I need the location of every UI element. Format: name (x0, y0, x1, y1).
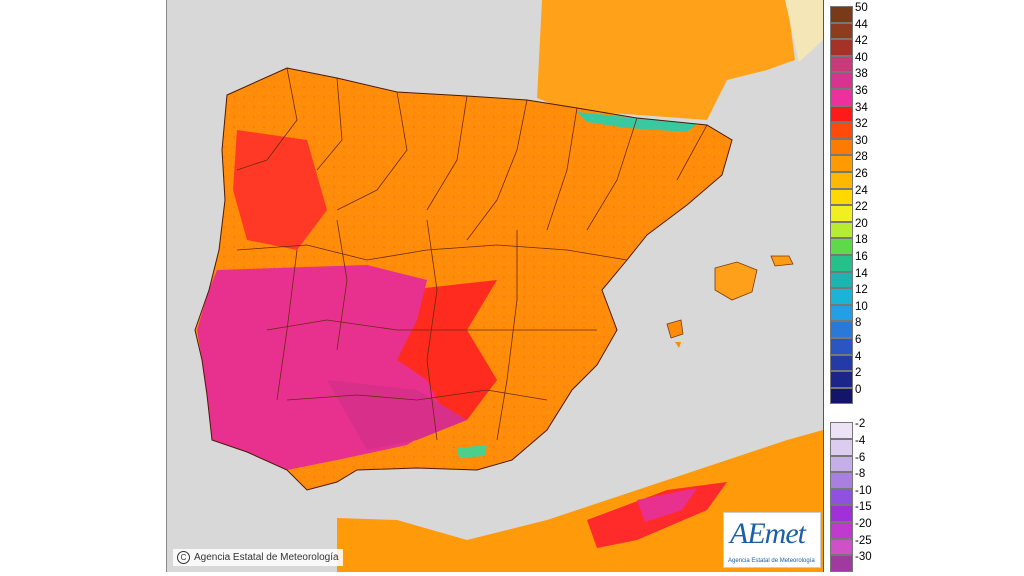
legend-swatch (830, 205, 853, 222)
color-legend: 50 44 42 40 38 36 34 32 30 28 26 24 22 20 18 16 14 12 10 8 6… (830, 2, 878, 572)
legend-label: -2 (855, 418, 866, 431)
legend-swatch (830, 371, 853, 388)
legend-label: -25 (855, 534, 872, 547)
legend-label: 6 (855, 334, 862, 346)
legend-label: -6 (855, 451, 866, 464)
logo-brand: AEmet (730, 517, 806, 550)
extreme-zone-guadalquivir (327, 380, 467, 450)
legend-label: 12 (855, 284, 868, 297)
temperature-map: C Agencia Estatal de Meteorología AEmet A… (166, 0, 824, 572)
legend-label: -20 (855, 518, 872, 530)
legend-label: 44 (855, 18, 868, 31)
menorca-island (770, 255, 794, 267)
legend-label: 8 (855, 317, 862, 330)
legend-label: 32 (855, 118, 868, 131)
legend-swatch (830, 387, 853, 405)
legend-swatch (830, 522, 853, 539)
legend-label: 18 (855, 234, 868, 247)
legend-label: 20 (855, 217, 868, 230)
france-region (537, 0, 795, 120)
legend-swatch (830, 304, 853, 322)
legend-label: 16 (855, 251, 868, 263)
legend-swatch (830, 439, 853, 456)
legend-label: -30 (855, 551, 872, 564)
north-africa-land (337, 430, 823, 572)
legend-swatch (830, 89, 853, 106)
legend-swatch (830, 338, 853, 355)
legend-label: 10 (855, 300, 868, 313)
legend-swatch (830, 422, 853, 439)
legend-label: 40 (855, 51, 868, 64)
legend-swatch (830, 221, 853, 239)
sierra-nevada-cool (457, 445, 487, 458)
pyrenees-cool-band (577, 112, 697, 132)
legend-swatch (830, 488, 853, 506)
legend-label: -15 (855, 501, 872, 514)
legend-swatch (830, 72, 853, 89)
legend-label: 26 (855, 168, 868, 180)
legend-swatch (830, 321, 853, 338)
legend-swatch (830, 6, 853, 23)
ibiza-island (666, 319, 684, 339)
legend-swatch (830, 238, 853, 255)
legend-label: 34 (855, 101, 868, 114)
copyright-notice: C Agencia Estatal de Meteorología (173, 549, 343, 566)
legend-label: 2 (855, 367, 862, 380)
province-borders (236, 67, 708, 441)
legend-label: 4 (855, 350, 862, 363)
legend-label: 28 (855, 151, 868, 164)
legend-swatch (830, 55, 853, 73)
legend-swatch (830, 138, 853, 156)
legend-swatch (830, 472, 853, 489)
legend-swatch (830, 555, 853, 572)
copyright-text: Agencia Estatal de Meteorología (194, 552, 339, 563)
legend-swatch (830, 172, 853, 189)
legend-swatch (830, 188, 853, 206)
legend-label: 38 (855, 68, 868, 81)
legend-swatch (830, 105, 853, 123)
legend-label: 36 (855, 85, 868, 97)
legend-swatch (830, 505, 853, 522)
hot-zone-west (233, 130, 327, 250)
mallorca-island (714, 261, 758, 301)
legend-swatch (830, 354, 853, 372)
legend-label: 30 (855, 134, 868, 147)
legend-label: 0 (855, 383, 862, 396)
legend-swatch (830, 255, 853, 272)
land-pale-region (785, 0, 823, 62)
legend-label: 50 (855, 2, 868, 14)
legend-label: 14 (855, 267, 868, 280)
legend-swatch (830, 22, 853, 40)
legend-label: 42 (855, 35, 868, 48)
legend-label: 24 (855, 184, 868, 197)
coastline (194, 67, 733, 491)
map-canvas (167, 0, 823, 572)
legend-swatch (830, 155, 853, 172)
legend-label: 22 (855, 201, 868, 214)
legend-label: -4 (855, 435, 866, 447)
formentera-island (675, 342, 681, 348)
legend-swatch (830, 271, 853, 289)
legend-swatch (830, 455, 853, 473)
africa-extreme-zone (637, 488, 697, 522)
aemet-logo: AEmet Agencia Estatal de Meteorología (723, 512, 821, 568)
logo-subtitle: Agencia Estatal de Meteorología (728, 558, 815, 564)
legend-label: -8 (855, 468, 866, 481)
legend-swatch (830, 538, 853, 556)
legend-swatch (830, 39, 853, 56)
legend-swatch (830, 288, 853, 305)
copyright-icon: C (177, 551, 190, 564)
legend-label: -10 (855, 484, 872, 497)
legend-swatch (830, 122, 853, 139)
